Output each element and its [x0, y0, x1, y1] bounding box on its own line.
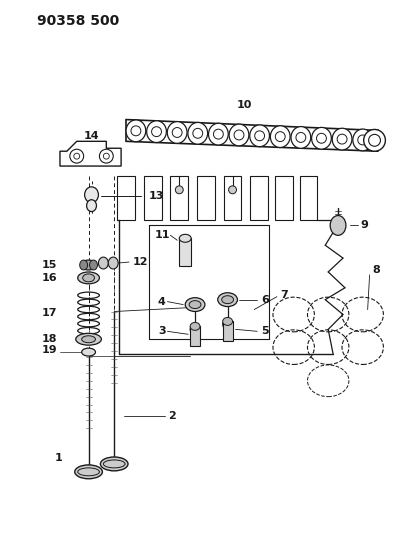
Text: 3: 3	[158, 326, 166, 336]
Ellipse shape	[126, 120, 146, 142]
Text: 15: 15	[42, 260, 57, 270]
Circle shape	[228, 186, 236, 194]
Ellipse shape	[78, 272, 100, 284]
Ellipse shape	[188, 123, 208, 144]
Ellipse shape	[353, 129, 372, 151]
Ellipse shape	[222, 296, 234, 304]
Bar	[224, 176, 242, 221]
Bar	[144, 176, 162, 221]
Bar	[170, 176, 188, 221]
Ellipse shape	[90, 260, 98, 270]
Bar	[275, 176, 293, 221]
Text: 12: 12	[133, 257, 148, 267]
Ellipse shape	[208, 123, 228, 145]
Bar	[117, 176, 135, 221]
Ellipse shape	[332, 128, 352, 150]
Ellipse shape	[250, 125, 270, 147]
Bar	[197, 176, 215, 221]
Ellipse shape	[83, 274, 94, 282]
Bar	[250, 176, 268, 221]
Bar	[179, 238, 191, 266]
Polygon shape	[60, 141, 121, 166]
Ellipse shape	[86, 200, 96, 212]
Ellipse shape	[185, 297, 205, 311]
Ellipse shape	[80, 260, 88, 270]
Text: 6: 6	[261, 295, 269, 305]
Text: 11: 11	[155, 230, 170, 240]
Text: 14: 14	[84, 131, 99, 141]
Ellipse shape	[291, 126, 311, 148]
Ellipse shape	[223, 318, 232, 325]
Text: 1: 1	[54, 453, 62, 463]
Ellipse shape	[218, 293, 238, 306]
Ellipse shape	[190, 325, 200, 334]
Ellipse shape	[312, 127, 331, 149]
Text: 8: 8	[372, 265, 380, 275]
Circle shape	[175, 186, 183, 194]
Ellipse shape	[82, 336, 96, 343]
Ellipse shape	[167, 122, 187, 143]
Bar	[190, 326, 200, 346]
Ellipse shape	[82, 348, 96, 356]
Ellipse shape	[190, 322, 200, 330]
Ellipse shape	[75, 465, 102, 479]
Ellipse shape	[270, 126, 290, 148]
Ellipse shape	[179, 235, 191, 243]
Ellipse shape	[147, 121, 166, 142]
Text: 2: 2	[168, 411, 176, 422]
Text: 16: 16	[41, 273, 57, 283]
Text: 10: 10	[237, 100, 252, 110]
Text: 13: 13	[149, 191, 164, 201]
Ellipse shape	[100, 457, 128, 471]
Text: 7: 7	[280, 290, 288, 300]
Ellipse shape	[223, 319, 232, 329]
Ellipse shape	[330, 215, 346, 236]
Ellipse shape	[98, 257, 108, 269]
Text: 18: 18	[42, 334, 57, 344]
Ellipse shape	[81, 260, 96, 270]
Text: 90358 500: 90358 500	[37, 13, 120, 28]
Ellipse shape	[108, 257, 118, 269]
Text: 4: 4	[158, 297, 166, 306]
Ellipse shape	[189, 301, 201, 309]
Text: 17: 17	[42, 308, 57, 318]
Ellipse shape	[76, 333, 101, 345]
Text: 5: 5	[261, 326, 269, 336]
Bar	[223, 321, 232, 341]
Ellipse shape	[229, 124, 249, 146]
Text: 9: 9	[361, 221, 369, 230]
Bar	[300, 176, 317, 221]
Ellipse shape	[364, 130, 385, 151]
Ellipse shape	[85, 187, 98, 203]
Text: 19: 19	[41, 345, 57, 355]
